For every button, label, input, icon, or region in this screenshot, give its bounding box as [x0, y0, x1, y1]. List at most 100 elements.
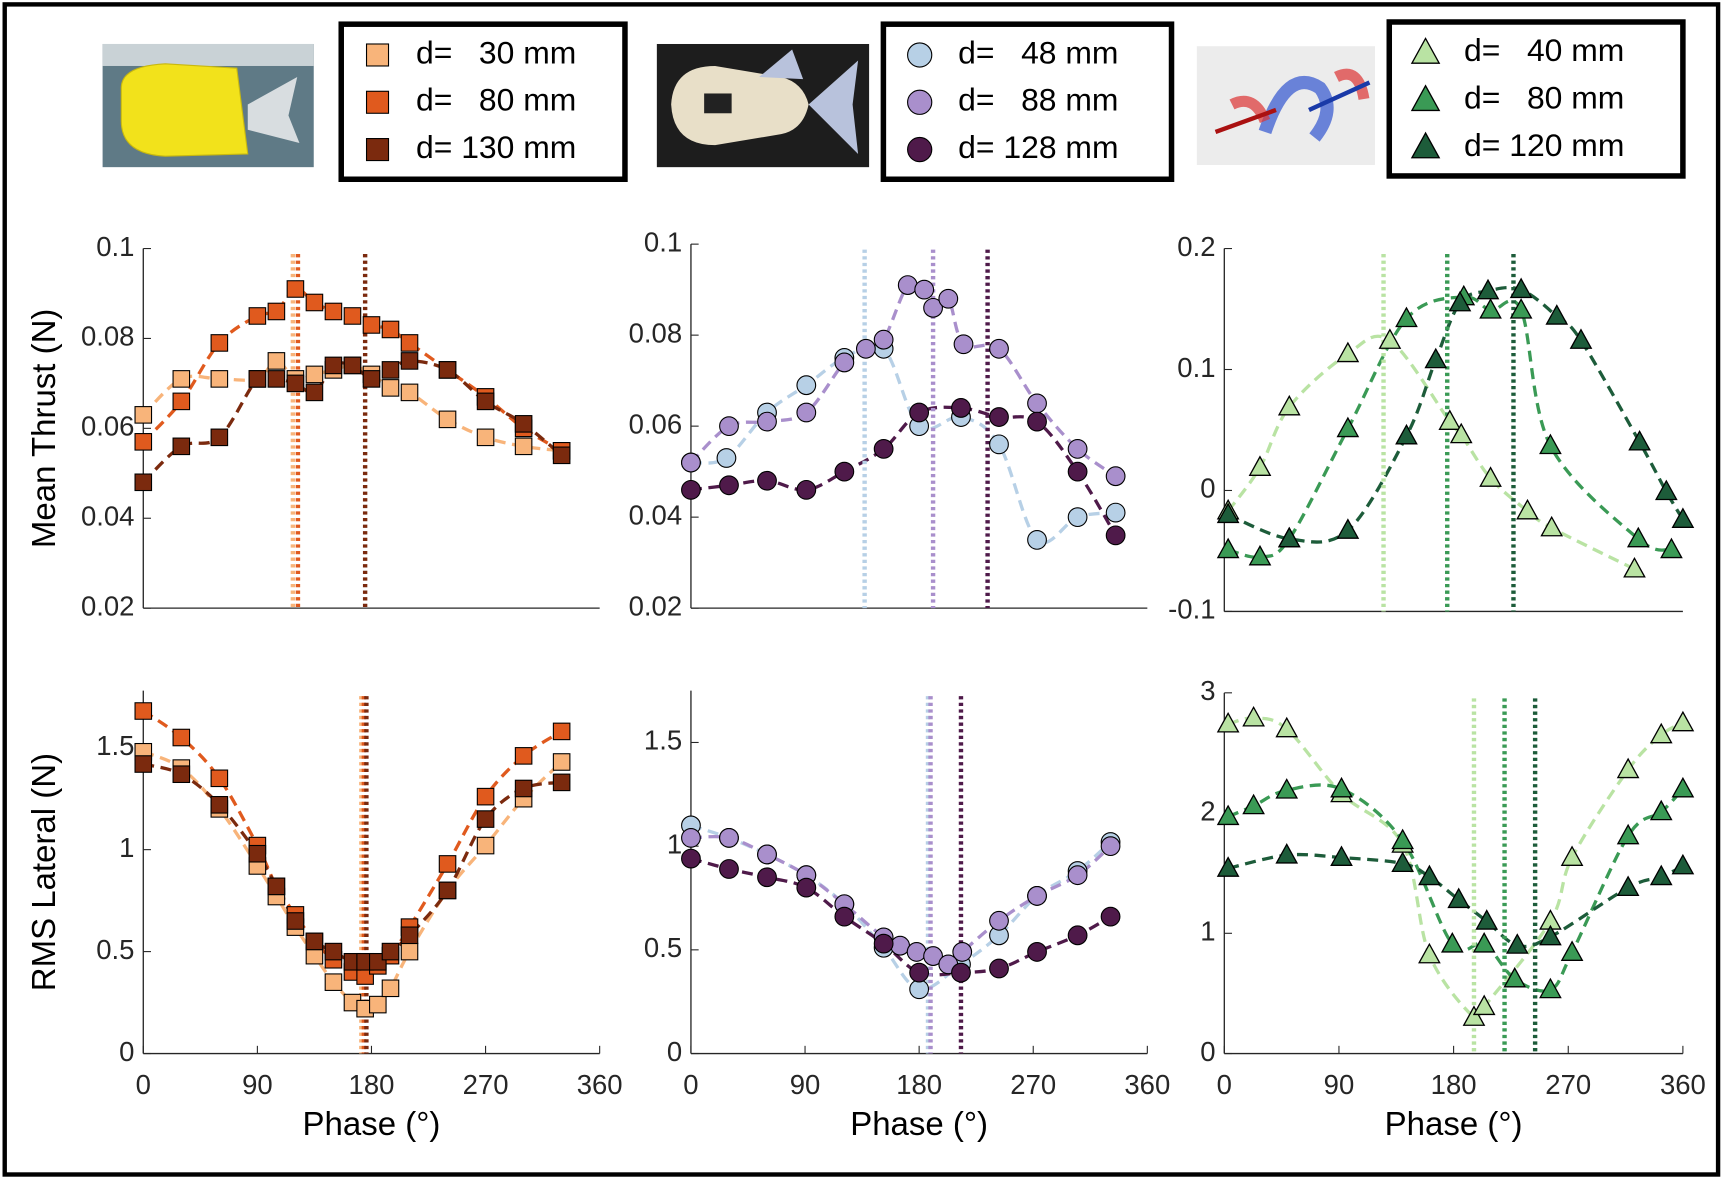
marker: [210, 769, 229, 788]
marker: [324, 356, 343, 375]
marker: [1336, 518, 1360, 539]
marker: [923, 946, 943, 966]
marker: [1391, 851, 1414, 873]
marker: [909, 402, 930, 423]
marker: [438, 410, 457, 429]
marker: [381, 942, 400, 961]
marker: [719, 827, 739, 848]
marker: [757, 411, 777, 432]
fit-curve: [690, 834, 1112, 967]
marker: [1509, 277, 1533, 299]
x-tick-label: 360: [1660, 1069, 1706, 1100]
y-tick-label: 1.5: [644, 725, 682, 756]
legend-label: d= 48 mm: [958, 34, 1118, 70]
legend-label: d= 80 mm: [416, 82, 576, 118]
marker: [855, 338, 876, 359]
marker: [172, 765, 191, 784]
x-tick-label: 0: [1217, 1069, 1232, 1100]
marker: [1067, 438, 1088, 459]
fit-curve: [142, 359, 562, 453]
x-tick-label: 180: [896, 1069, 942, 1100]
legend-label: d= 120 mm: [1464, 127, 1624, 163]
marker: [1472, 994, 1496, 1016]
marker: [1616, 757, 1640, 779]
y-tick-label: -0.1: [1168, 594, 1215, 625]
marker: [716, 448, 737, 468]
marker: [1100, 906, 1121, 927]
marker: [1418, 864, 1441, 886]
y-tick-label: 0.04: [629, 499, 683, 530]
marker: [438, 361, 457, 379]
marker: [1277, 526, 1301, 548]
marker: [305, 932, 324, 951]
marker: [989, 910, 1009, 931]
marker: [400, 383, 419, 402]
legend-label: d= 40 mm: [1464, 32, 1624, 68]
marker: [897, 275, 918, 295]
marker: [1626, 526, 1650, 548]
marker: [1027, 886, 1047, 906]
marker: [1440, 932, 1464, 953]
marker: [989, 958, 1009, 979]
marker: [953, 334, 974, 355]
y-tick-label: 0.1: [1177, 352, 1215, 383]
marker: [1539, 924, 1562, 946]
x-tick-label: 360: [577, 1069, 623, 1100]
marker: [834, 906, 855, 927]
marker: [1654, 479, 1678, 501]
y-tick-label: 0.08: [629, 317, 683, 348]
marker: [1623, 557, 1646, 578]
marker: [476, 392, 495, 411]
marker: [1671, 507, 1695, 528]
marker: [1540, 515, 1564, 537]
x-axis-label: Phase (°): [303, 1105, 441, 1142]
marker: [172, 437, 191, 456]
marker: [1472, 932, 1496, 953]
marker: [400, 352, 419, 370]
marker: [1395, 423, 1418, 445]
marker: [906, 942, 927, 962]
marker: [938, 288, 959, 309]
x-axis-label: Phase (°): [1385, 1105, 1523, 1142]
marker: [267, 302, 286, 321]
marker: [681, 479, 701, 500]
marker: [286, 374, 305, 393]
x-tick-label: 270: [1010, 1069, 1056, 1100]
x-axis-label: Phase (°): [850, 1105, 988, 1142]
marker: [438, 855, 457, 873]
marker: [305, 293, 324, 312]
marker: [1395, 306, 1418, 328]
marker: [1277, 394, 1301, 416]
marker: [1569, 328, 1593, 349]
marker: [1462, 1005, 1486, 1026]
marker: [1448, 290, 1472, 312]
marker: [1479, 466, 1502, 487]
marker: [362, 370, 381, 388]
x-tick-label: 90: [790, 1069, 821, 1100]
marker: [1216, 537, 1240, 559]
marker: [381, 979, 400, 998]
marker: [1509, 298, 1533, 319]
marker: [1476, 278, 1500, 300]
marker: [1660, 537, 1683, 559]
fit-curve: [142, 287, 563, 453]
marker: [1336, 341, 1360, 363]
marker: [552, 773, 571, 792]
marker: [1545, 304, 1569, 325]
marker: [1330, 776, 1353, 798]
marker: [719, 475, 739, 496]
marker: [1649, 799, 1673, 821]
marker: [1479, 298, 1502, 319]
marker: [134, 406, 153, 424]
y-axis-label: RMS Lateral (N): [25, 753, 62, 991]
fit-curve: [689, 280, 1117, 478]
marker: [476, 787, 495, 806]
marker: [172, 392, 191, 411]
marker: [248, 307, 267, 325]
marker: [719, 416, 739, 437]
marker: [514, 747, 533, 765]
marker: [909, 962, 930, 983]
marker: [324, 973, 343, 991]
marker: [476, 428, 495, 447]
